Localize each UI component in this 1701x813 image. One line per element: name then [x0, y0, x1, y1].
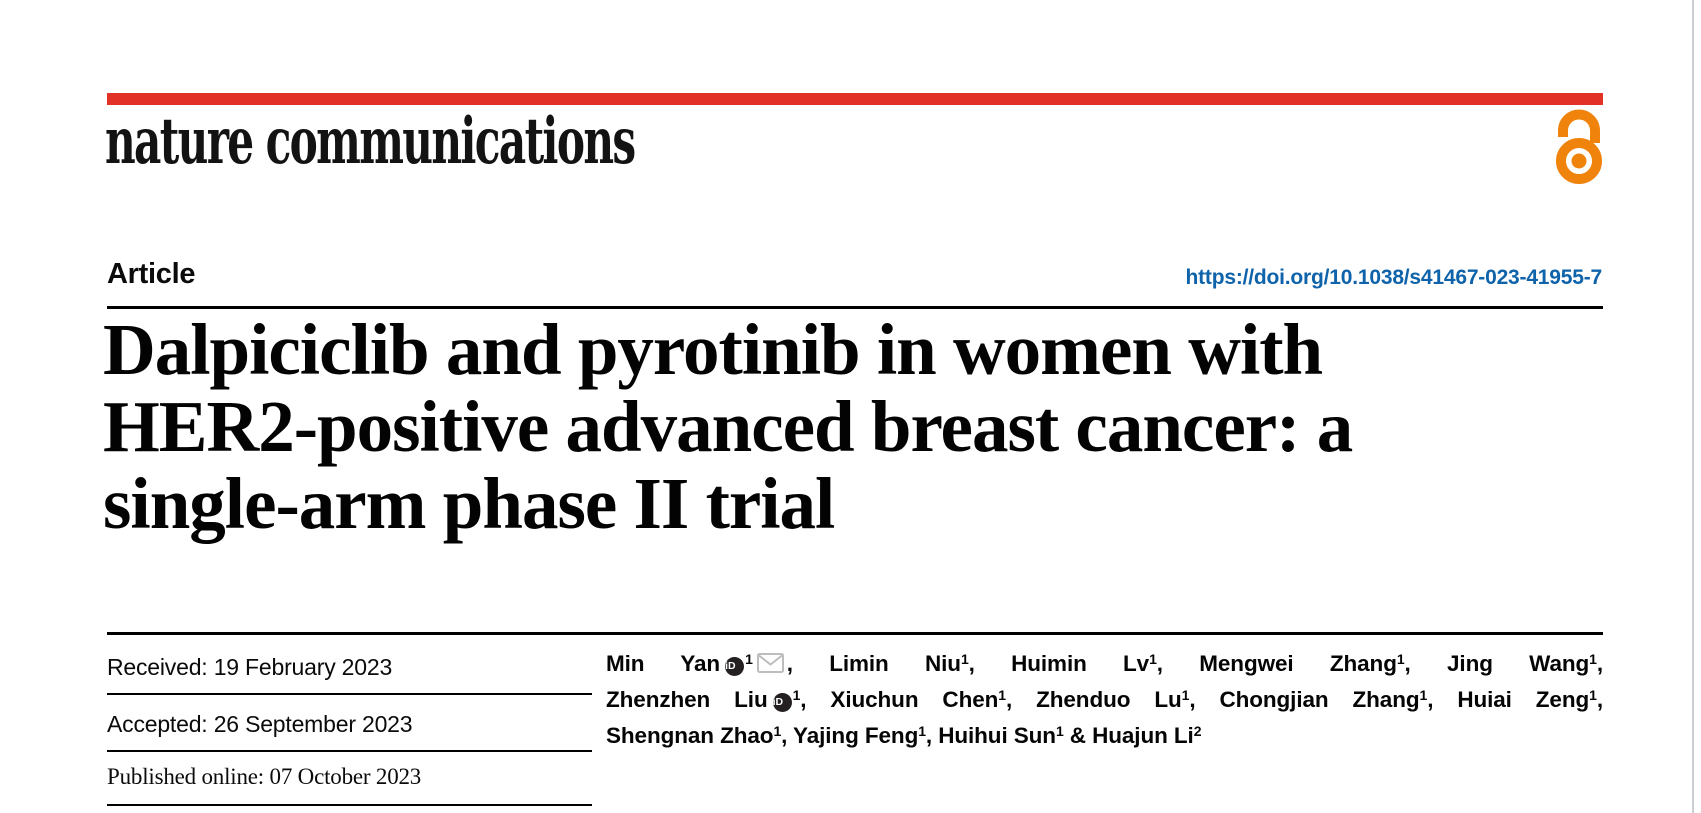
author-line: Zhenzhen Liu iD 1, Xiuchun Chen1, Zhenduo … [606, 687, 1603, 712]
affiliation-superscript: 1 [1181, 687, 1190, 703]
author-name: Zhenzhen Liu [606, 687, 768, 712]
article-title-line: single-arm phase II trial [103, 463, 835, 544]
received-date-row: Received: 19 February 2023 [107, 654, 392, 681]
accepted-value: 26 September 2023 [213, 711, 413, 737]
affiliation-superscript: 1 [960, 651, 969, 667]
accepted-label: Accepted: [107, 711, 208, 737]
received-label: Received: [107, 654, 208, 680]
author-line: Shengnan Zhao1, Yajing Feng1, Huihui Sun… [606, 723, 1202, 748]
author-name: Huimin Lv [1011, 651, 1150, 676]
journal-logo: nature communications [105, 104, 636, 179]
accepted-date-row: Accepted: 26 September 2023 [107, 711, 413, 738]
history-divider [107, 804, 592, 806]
affiliation-superscript: 2 [1193, 723, 1202, 739]
header-divider [107, 306, 1603, 309]
page-edge-line [1692, 0, 1694, 813]
published-online-row: Published online: 07 October 2023 [107, 764, 421, 790]
author-name: Min Yan [606, 651, 721, 676]
author-name: Huihui Sun [938, 723, 1056, 748]
affiliation-superscript: 1 [918, 723, 926, 739]
email-icon[interactable] [756, 653, 784, 673]
received-value: 19 February 2023 [213, 654, 393, 680]
author-name: Mengwei Zhang [1199, 651, 1397, 676]
article-title-line: HER2-positive advanced breast cancer: a [103, 386, 1353, 467]
affiliation-superscript: 1 [773, 723, 782, 739]
doi-link[interactable]: https://doi.org/10.1038/s41467-023-41955… [1185, 266, 1603, 289]
orcid-icon[interactable]: iD [725, 657, 745, 676]
author-name: Chongjian Zhang [1219, 687, 1420, 712]
history-divider [107, 693, 592, 695]
history-divider [107, 750, 592, 752]
author-line: Min Yan iD 1, Limin Niu1, Huimin Lv1, Meng… [606, 651, 1603, 676]
affiliation-superscript: 1 [1149, 651, 1157, 667]
published-label: Published online: [107, 764, 264, 789]
author-name: Xiuchun Chen [830, 687, 999, 712]
brand-color-bar [107, 93, 1603, 105]
author-name: Jing Wang [1447, 651, 1590, 676]
author-name: Zhenduo Lu [1036, 687, 1182, 712]
affiliation-superscript: 1 [792, 687, 801, 703]
affiliation-superscript: 1 [1396, 651, 1405, 667]
history-top-divider [107, 632, 1603, 635]
article-type-label: Article [107, 258, 196, 290]
affiliation-superscript: 1 [1589, 651, 1597, 667]
affiliation-superscript: 1 [1419, 687, 1428, 703]
affiliation-superscript: 1 [998, 687, 1006, 703]
author-name: Yajing Feng [793, 723, 919, 748]
author-name: Huiai Zeng [1457, 687, 1590, 712]
author-name: Huajun Li [1092, 723, 1194, 748]
orcid-icon[interactable]: iD [772, 693, 792, 712]
article-title-line: Dalpiciclib and pyrotinib in women with [103, 309, 1323, 390]
published-value: 07 October 2023 [269, 764, 422, 789]
author-list: Min Yan iD 1, Limin Niu1, Huimin Lv1, Meng… [606, 646, 1603, 754]
affiliation-superscript: 1 [1055, 723, 1064, 739]
affiliation-superscript: 1 [1589, 687, 1597, 703]
open-access-icon [1556, 109, 1602, 184]
author-name: Shengnan Zhao [606, 723, 774, 748]
article-title: Dalpiciclib and pyrotinib in women with … [103, 311, 1523, 542]
affiliation-superscript: 1 [745, 651, 753, 667]
author-name: Limin Niu [829, 651, 961, 676]
